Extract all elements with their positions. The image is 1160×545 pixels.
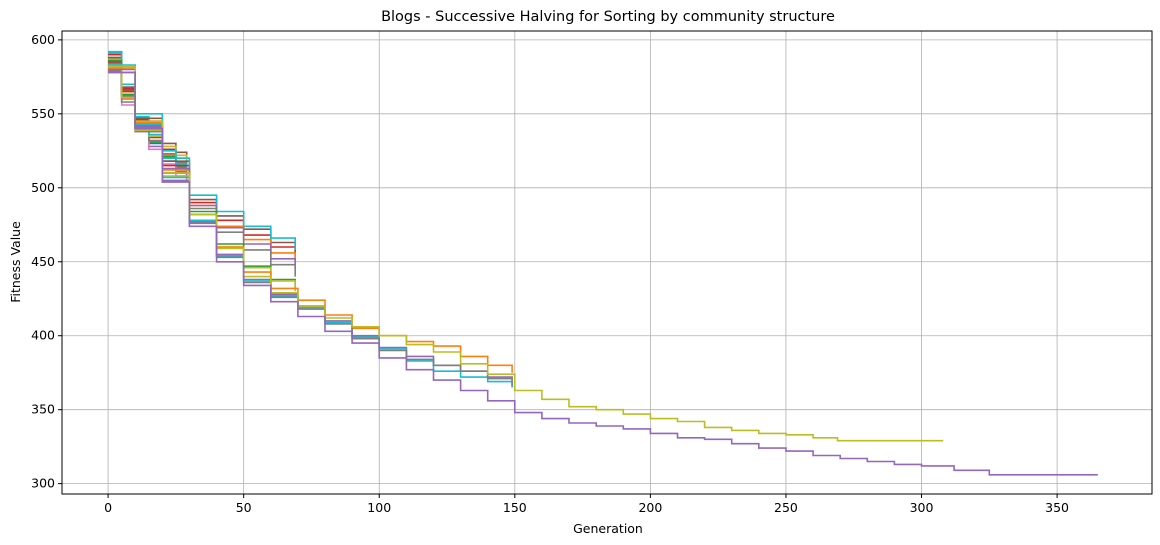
chart-title: Blogs - Successive Halving for Sorting b… [381,9,835,25]
plot-area-frame [61,30,1153,495]
x-tick-label: 250 [774,500,798,515]
y-tick-label: 550 [31,106,55,121]
x-tick-label: 150 [503,500,527,515]
y-tick-label: 450 [31,254,55,269]
series-line-24 [108,71,1098,476]
x-axis-label: Generation [573,521,643,536]
y-axis-label: Fitness Value [8,221,23,303]
y-tick-label: 350 [31,402,55,417]
y-axis-ticks: 300 350 400 450 500 550 600 [31,32,62,491]
y-tick-label: 600 [31,32,55,47]
x-tick-label: 200 [638,500,662,515]
x-tick-label: 300 [910,500,934,515]
x-tick-label: 100 [367,500,391,515]
x-tick-label: 50 [236,500,252,515]
y-tick-label: 300 [31,476,55,491]
series-lines [108,50,1098,476]
x-axis-ticks: 0 50 100 150 200 250 300 350 [104,494,1069,515]
y-tick-label: 500 [31,180,55,195]
x-tick-label: 0 [104,500,112,515]
y-tick-label: 400 [31,328,55,343]
x-tick-label: 350 [1045,500,1069,515]
